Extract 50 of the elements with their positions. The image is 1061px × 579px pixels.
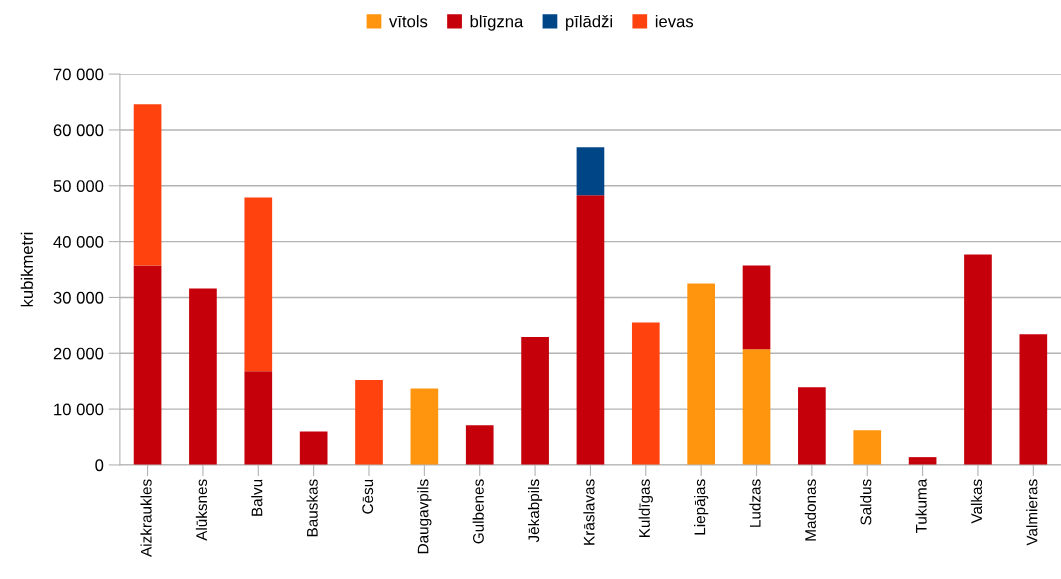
bar (410, 388, 439, 465)
y-tick-label: 30 000 (53, 291, 104, 304)
x-tick-label: Jēkabpils (527, 479, 543, 543)
x-tick-label: Ludzas (749, 479, 761, 527)
x-tick-label: Saldus (860, 479, 872, 525)
y-tick-label: 20 000 (53, 347, 104, 360)
x-tick-label: Valmieras (1026, 479, 1038, 546)
y-tick-label: 10 000 (54, 403, 104, 416)
y-tick-label: 0 (95, 459, 104, 472)
y-tick-label: 50 000 (53, 180, 104, 192)
bar (521, 337, 549, 465)
bar (465, 425, 494, 465)
legend-label: blīgzna (470, 15, 524, 31)
bar (742, 265, 771, 350)
bar (244, 197, 273, 372)
bar (355, 380, 383, 465)
x-tick-label: Daugavpils (417, 479, 432, 554)
y-tick-label: 70 000 (53, 68, 104, 81)
x-tick-label: Cēsu (362, 479, 374, 514)
bar (576, 147, 605, 196)
bar (1019, 334, 1048, 465)
x-tick-label: Aizkraukles (140, 479, 152, 557)
bar (189, 288, 217, 465)
bar (687, 283, 715, 465)
bar (299, 431, 328, 465)
bar (742, 349, 771, 465)
x-tick-label: Krāslavas (583, 479, 595, 545)
y-axis-title: kubikmetri (20, 232, 33, 307)
x-tick-label: Madonas (804, 479, 816, 541)
x-tick-label: Valkas (970, 479, 983, 524)
bar (853, 430, 882, 465)
x-tick-label: Gulbenes (472, 479, 484, 544)
y-tick-label: 60 000 (53, 124, 104, 137)
x-tick-label: Bauskas (306, 479, 318, 537)
bar (133, 265, 162, 465)
bar (133, 104, 162, 266)
x-tick-label: Alūksnes (195, 479, 208, 541)
x-tick-label: Kuldīgas (638, 479, 653, 538)
bar (576, 195, 605, 465)
x-tick-label: Balvu (251, 479, 263, 516)
bar (798, 387, 826, 465)
x-tick-label: Liepājas (694, 479, 709, 535)
bar (631, 322, 660, 465)
bar (244, 371, 273, 465)
legend-label: pīlādži (566, 15, 612, 31)
legend-label: ievas (655, 15, 694, 28)
y-tick-label: 40 000 (53, 236, 104, 248)
x-tick-label: Tukuma (915, 478, 927, 534)
legend-label: vītols (389, 15, 428, 28)
bar (964, 254, 992, 465)
